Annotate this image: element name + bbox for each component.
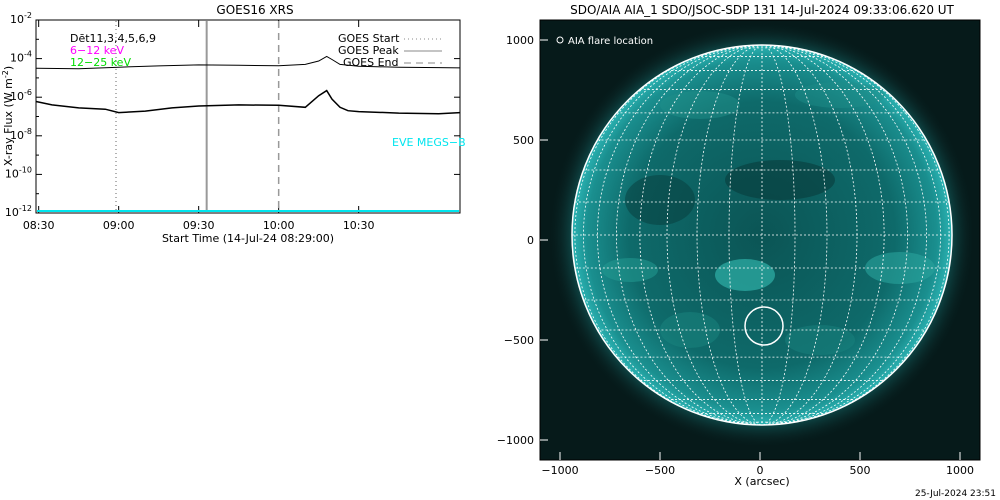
- aia-x-tick-label: −1000: [541, 464, 578, 477]
- longitude-line: [639, 45, 763, 425]
- goes-series: [35, 55, 461, 115]
- goes-x-tick-label: 09:00: [103, 219, 135, 232]
- goes-title: GOES16 XRS: [216, 3, 293, 17]
- goes-y-tick-label: 10-4: [10, 50, 32, 65]
- aia-image-panel: SDO/AIA AIA_1 SDO/JSOC-SDP 131 14-Jul-20…: [497, 3, 981, 488]
- goes-legend: GOES Start GOES Peak GOES End: [338, 32, 442, 69]
- aia-x-tick-label: 1000: [946, 464, 974, 477]
- aia-x-tick-label: 0: [757, 464, 764, 477]
- longitude-line: [761, 45, 908, 425]
- goes-x-axis-label: Start Time (14-Jul-24 08:29:00): [162, 232, 334, 245]
- footer-timestamp: 25-Jul-2024 23:51: [915, 489, 996, 499]
- goes-event-markers: [115, 21, 280, 212]
- flare-location-circle: [744, 306, 784, 346]
- solar-features: [602, 82, 935, 355]
- aia-y-tick-label: 500: [513, 134, 534, 147]
- goes-x-tick-label: 08:30: [23, 219, 55, 232]
- goes-y-tick-label: 10-2: [10, 11, 32, 26]
- goes-chart: GOES16 XRS 10-12 10-10 10-8 10-6 10-4 10-2 08…: [1, 3, 466, 245]
- flare-legend-symbol: [556, 36, 564, 44]
- goes-x-axis: 08:30 09:00 09:30 10:00 10:30: [23, 20, 375, 232]
- longitude-line: [761, 45, 858, 425]
- aia-y-tick-label: 0: [527, 234, 534, 247]
- longitude-line: [666, 45, 763, 425]
- goes-y-tick-label: 10-10: [5, 165, 32, 180]
- goes-short-channel-line: [35, 89, 461, 115]
- aia-y-tick-label: −500: [504, 334, 534, 347]
- goes-y-tick-label: 10-8: [10, 127, 32, 142]
- flare-legend-label: AIA flare location: [568, 36, 653, 47]
- legend-peak-label: GOES Peak: [338, 44, 399, 57]
- goes-y-axis: 10-12 10-10 10-8 10-6 10-4 10-2: [5, 11, 460, 219]
- aia-y-tick-label: −1000: [497, 434, 534, 447]
- aia-x-tick-label: −500: [645, 464, 675, 477]
- longitude-line: [761, 45, 941, 425]
- limb-circle: [571, 44, 953, 426]
- aia-axes: −1000 −500 0 500 1000 1000 500 0 −500 −1000: [497, 34, 974, 477]
- aia-x-tick-label: 500: [850, 464, 871, 477]
- longitude-line: [761, 45, 927, 425]
- goes-x-tick-label: 09:30: [183, 219, 215, 232]
- longitude-line: [597, 45, 763, 425]
- legend-end-label: GOES End: [343, 56, 399, 69]
- longitude-line: [728, 45, 763, 425]
- longitude-line: [616, 45, 763, 425]
- legend-start-label: GOES Start: [338, 32, 400, 45]
- longitude-line: [761, 45, 828, 425]
- longitude-line: [761, 45, 885, 425]
- goes-x-tick-label: 10:00: [263, 219, 295, 232]
- goes-x-tick-label: 10:30: [343, 219, 375, 232]
- aia-y-tick-label: 1000: [506, 34, 534, 47]
- aia-title: SDO/AIA AIA_1 SDO/JSOC-SDP 131 14-Jul-20…: [570, 3, 954, 17]
- detector-label: Dēt11,3,4,5,6,9: [70, 32, 156, 45]
- aia-x-axis-label: X (arcsec): [734, 475, 789, 488]
- goes-y-axis-label: X-ray Flux (W m-2): [1, 66, 15, 166]
- band-12-25-label: 12−25 keV: [70, 56, 131, 69]
- goes-y-tick-label: 10-6: [10, 88, 32, 103]
- heliographic-grid: [572, 45, 952, 425]
- goes-long-channel-line: [35, 55, 461, 70]
- band-6-12-label: 6−12 keV: [70, 44, 124, 57]
- goes-y-tick-label: 10-12: [5, 204, 32, 219]
- eve-megs-label: EVE MEGS−B: [392, 136, 466, 149]
- longitude-line: [761, 45, 796, 425]
- longitude-line: [696, 45, 763, 425]
- longitude-line: [583, 45, 763, 425]
